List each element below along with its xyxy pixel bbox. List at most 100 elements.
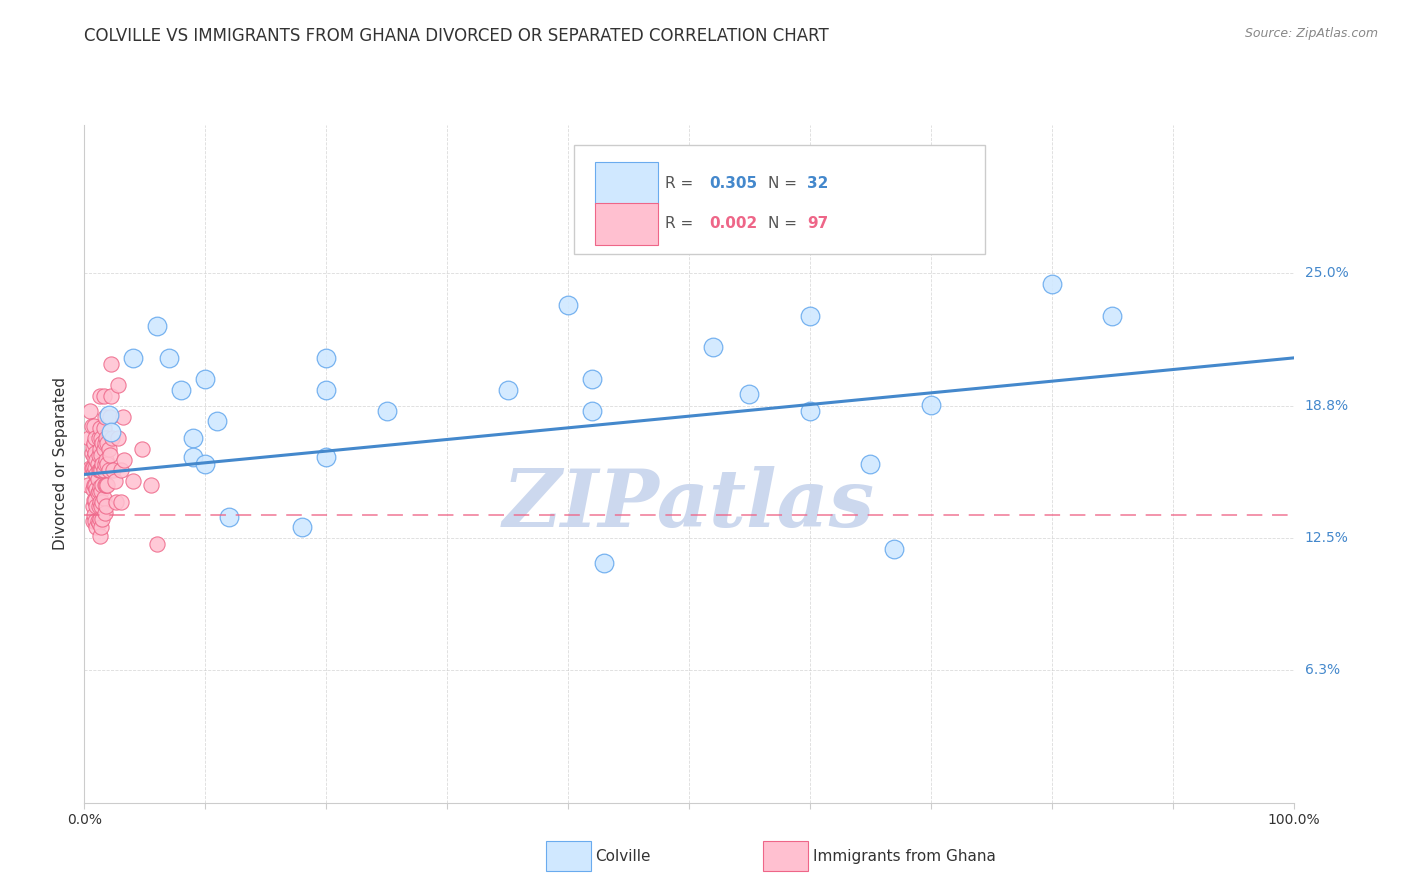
Y-axis label: Divorced or Separated: Divorced or Separated <box>53 377 69 550</box>
Point <box>799 404 821 418</box>
Point <box>139 478 162 492</box>
Text: 32: 32 <box>807 176 828 191</box>
Point <box>93 463 115 477</box>
Point <box>84 461 107 475</box>
Point <box>799 309 821 323</box>
Point <box>86 482 108 496</box>
Point <box>97 408 120 422</box>
Point <box>1040 277 1063 291</box>
Point <box>207 414 229 429</box>
Point <box>91 457 114 471</box>
Point <box>107 432 129 446</box>
Text: COLVILLE VS IMMIGRANTS FROM GHANA DIVORCED OR SEPARATED CORRELATION CHART: COLVILLE VS IMMIGRANTS FROM GHANA DIVORC… <box>84 27 830 45</box>
Point <box>131 442 153 456</box>
Point <box>920 398 942 412</box>
Point <box>90 463 112 477</box>
Point <box>104 495 127 509</box>
Point <box>100 389 122 403</box>
Text: ZIPatlas: ZIPatlas <box>503 466 875 543</box>
Text: 0.305: 0.305 <box>710 176 758 191</box>
FancyBboxPatch shape <box>595 162 658 204</box>
Text: 0.002: 0.002 <box>710 217 758 231</box>
Point <box>91 495 114 509</box>
Text: Source: ZipAtlas.com: Source: ZipAtlas.com <box>1244 27 1378 40</box>
Point <box>146 537 169 551</box>
Point <box>100 357 122 371</box>
Point <box>77 478 100 492</box>
Point <box>86 486 108 500</box>
Point <box>100 425 122 439</box>
Point <box>96 435 118 450</box>
Point <box>94 478 117 492</box>
Point <box>375 404 398 418</box>
Point <box>86 520 108 534</box>
Point <box>104 474 127 488</box>
FancyBboxPatch shape <box>574 145 986 253</box>
Point <box>84 492 107 507</box>
Point <box>82 514 104 528</box>
Point <box>97 463 120 477</box>
Point <box>89 389 111 403</box>
Point <box>91 435 114 450</box>
Point <box>557 298 579 312</box>
Point <box>678 235 700 249</box>
Point <box>94 457 117 471</box>
Point <box>110 495 132 509</box>
Point <box>82 482 104 496</box>
Point <box>86 452 108 467</box>
Point <box>86 514 108 528</box>
Text: 18.8%: 18.8% <box>1305 399 1348 413</box>
Point <box>121 351 143 365</box>
Point <box>87 463 110 477</box>
Point <box>1101 309 1123 323</box>
Point <box>883 541 905 556</box>
Point <box>593 557 616 571</box>
Point <box>291 520 314 534</box>
Point <box>93 421 115 435</box>
Point <box>87 484 110 499</box>
Point <box>89 512 111 526</box>
Point <box>87 432 110 446</box>
Point <box>859 457 882 471</box>
Text: 12.5%: 12.5% <box>1305 531 1348 545</box>
Point <box>103 463 125 477</box>
Text: R =: R = <box>665 176 697 191</box>
Point <box>101 432 124 446</box>
Point <box>87 448 110 462</box>
Point <box>315 383 337 397</box>
Point <box>89 480 111 494</box>
Point <box>181 450 204 465</box>
Point <box>146 319 169 334</box>
Point <box>98 410 121 425</box>
Point <box>315 450 337 465</box>
Text: N =: N = <box>768 176 801 191</box>
Point <box>194 457 217 471</box>
Point <box>90 500 112 514</box>
Text: 6.3%: 6.3% <box>1305 664 1340 677</box>
Point <box>94 452 117 467</box>
Point <box>90 448 112 462</box>
Point <box>83 478 105 492</box>
Point <box>581 404 603 418</box>
Point <box>157 351 180 365</box>
Point <box>97 442 120 456</box>
Point <box>94 432 117 446</box>
Point <box>93 389 115 403</box>
Point <box>702 340 724 354</box>
Point <box>82 500 104 514</box>
Point <box>83 508 105 522</box>
Point <box>79 404 101 418</box>
Point <box>86 457 108 471</box>
Point <box>89 463 111 477</box>
Point <box>86 472 108 486</box>
Text: 25.0%: 25.0% <box>1305 266 1348 280</box>
Point <box>93 491 115 505</box>
Point <box>83 418 105 433</box>
Point <box>96 478 118 492</box>
Text: 97: 97 <box>807 217 828 231</box>
Point <box>121 474 143 488</box>
Point <box>79 461 101 475</box>
Point <box>80 418 103 433</box>
Point <box>107 378 129 392</box>
Point <box>84 478 107 492</box>
